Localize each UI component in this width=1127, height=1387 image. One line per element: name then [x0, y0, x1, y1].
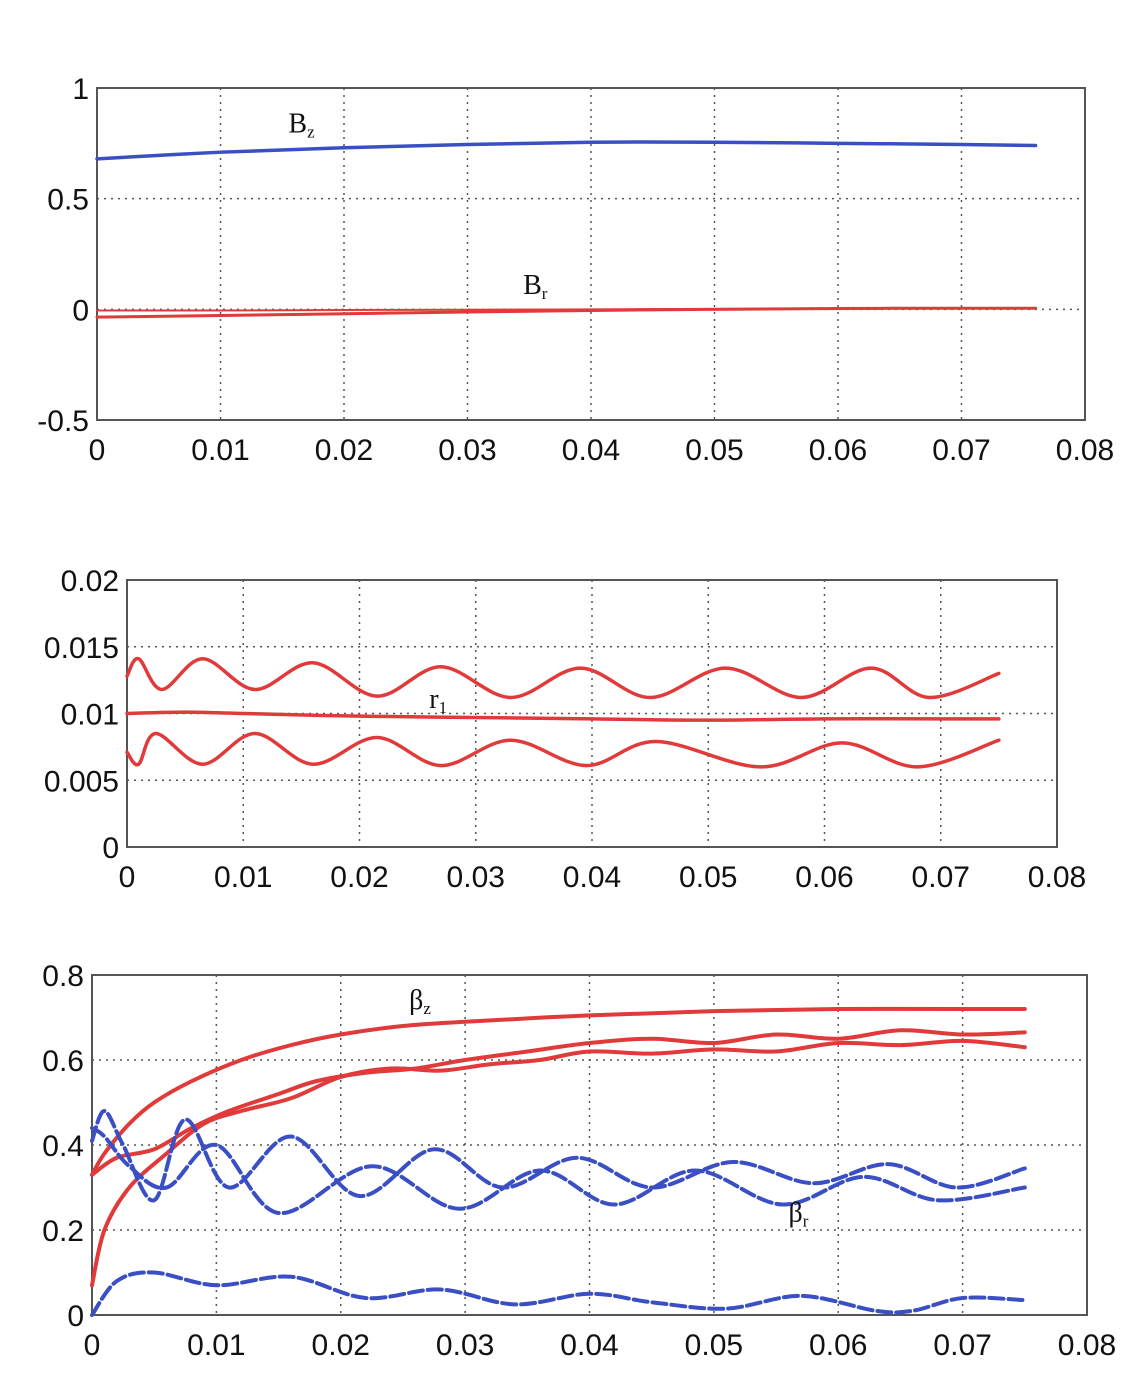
series-line-r-middle	[125, 710, 1001, 722]
plot-panel-velocity: 0 0.01 0.02 0.03 0.04 0.05 0.06 0.07 0.08 0 0.2 0.4…	[42, 960, 1116, 1362]
x-tick-label: 0.07	[932, 434, 990, 467]
x-tick-label: 0.08	[1056, 434, 1114, 467]
x-tick-label: 0.04	[563, 861, 621, 894]
y-tick-label: 0.5	[47, 184, 89, 217]
series-line-r-lower	[125, 731, 1001, 769]
x-tick-label: 0.07	[912, 861, 970, 894]
curve-label: βr	[789, 1198, 809, 1231]
y-tick-label: 0.6	[42, 1045, 84, 1078]
series-line-Br-upper	[96, 307, 1037, 312]
y-tick-label: 0	[72, 294, 89, 327]
x-tick-label: 0.08	[1058, 1329, 1116, 1362]
x-tick-label: 0.06	[809, 434, 867, 467]
x-tick-label: 0.03	[436, 1329, 494, 1362]
series-line-br-upper	[90, 1109, 1027, 1203]
x-tick-label: 0.01	[187, 1329, 245, 1362]
plot-frame	[91, 974, 1088, 1316]
series-line-Bz	[95, 140, 1038, 161]
plot-panel-fields: 0 0.01 0.02 0.03 0.04 0.05 0.06 0.07 0.08-0.500.…	[37, 73, 1114, 467]
x-tick-label: 0	[89, 434, 106, 467]
y-tick-label: 0.4	[42, 1130, 84, 1163]
x-tick-label: 0.03	[447, 861, 505, 894]
series-line-br-lower	[90, 1270, 1027, 1317]
curve-label: βz	[409, 985, 431, 1018]
x-tick-label: 0.08	[1028, 861, 1086, 894]
y-tick-label: 1	[72, 73, 89, 106]
series-line-bz-top	[90, 1006, 1027, 1177]
x-tick-label: 0.07	[933, 1329, 991, 1362]
y-tick-label: 0.2	[42, 1215, 84, 1248]
y-tick-label: 0.015	[44, 632, 119, 665]
y-tick-label: 0	[67, 1300, 84, 1333]
x-tick-label: 0.04	[562, 434, 620, 467]
y-tick-label: 0.02	[61, 565, 119, 598]
plot-frame	[96, 87, 1086, 421]
y-tick-label: 0.01	[61, 699, 119, 732]
x-tick-label: 0.04	[560, 1329, 618, 1362]
x-tick-label: 0.01	[191, 434, 249, 467]
y-tick-label: 0.005	[44, 765, 119, 798]
series-line-bz-middle	[90, 1028, 1027, 1177]
curve-label: r1	[429, 684, 447, 717]
series-line-r-upper	[125, 657, 1001, 700]
x-tick-label: 0	[84, 1329, 101, 1362]
x-tick-label: 0.05	[685, 1329, 743, 1362]
x-tick-label: 0.02	[330, 861, 388, 894]
plot-panel-radius: 0 0.01 0.02 0.03 0.04 0.05 0.06 0.07 0.08 0 0.005 0…	[44, 565, 1086, 894]
x-tick-label: 0.03	[438, 434, 496, 467]
x-tick-label: 0.02	[312, 1329, 370, 1362]
x-tick-label: 0.05	[679, 861, 737, 894]
y-tick-label: 0.8	[42, 960, 84, 993]
curve-label: Br	[523, 270, 548, 303]
x-tick-label: 0.02	[315, 434, 373, 467]
y-tick-label: -0.5	[37, 405, 89, 438]
curve-label: Bz	[288, 108, 315, 141]
x-tick-label: 0.05	[685, 434, 743, 467]
x-tick-label: 0	[119, 861, 136, 894]
y-tick-label: 0	[102, 832, 119, 865]
series-line-br-middle	[90, 1126, 1027, 1216]
x-tick-label: 0.06	[795, 861, 853, 894]
x-tick-label: 0.06	[809, 1329, 867, 1362]
x-tick-label: 0.01	[214, 861, 272, 894]
